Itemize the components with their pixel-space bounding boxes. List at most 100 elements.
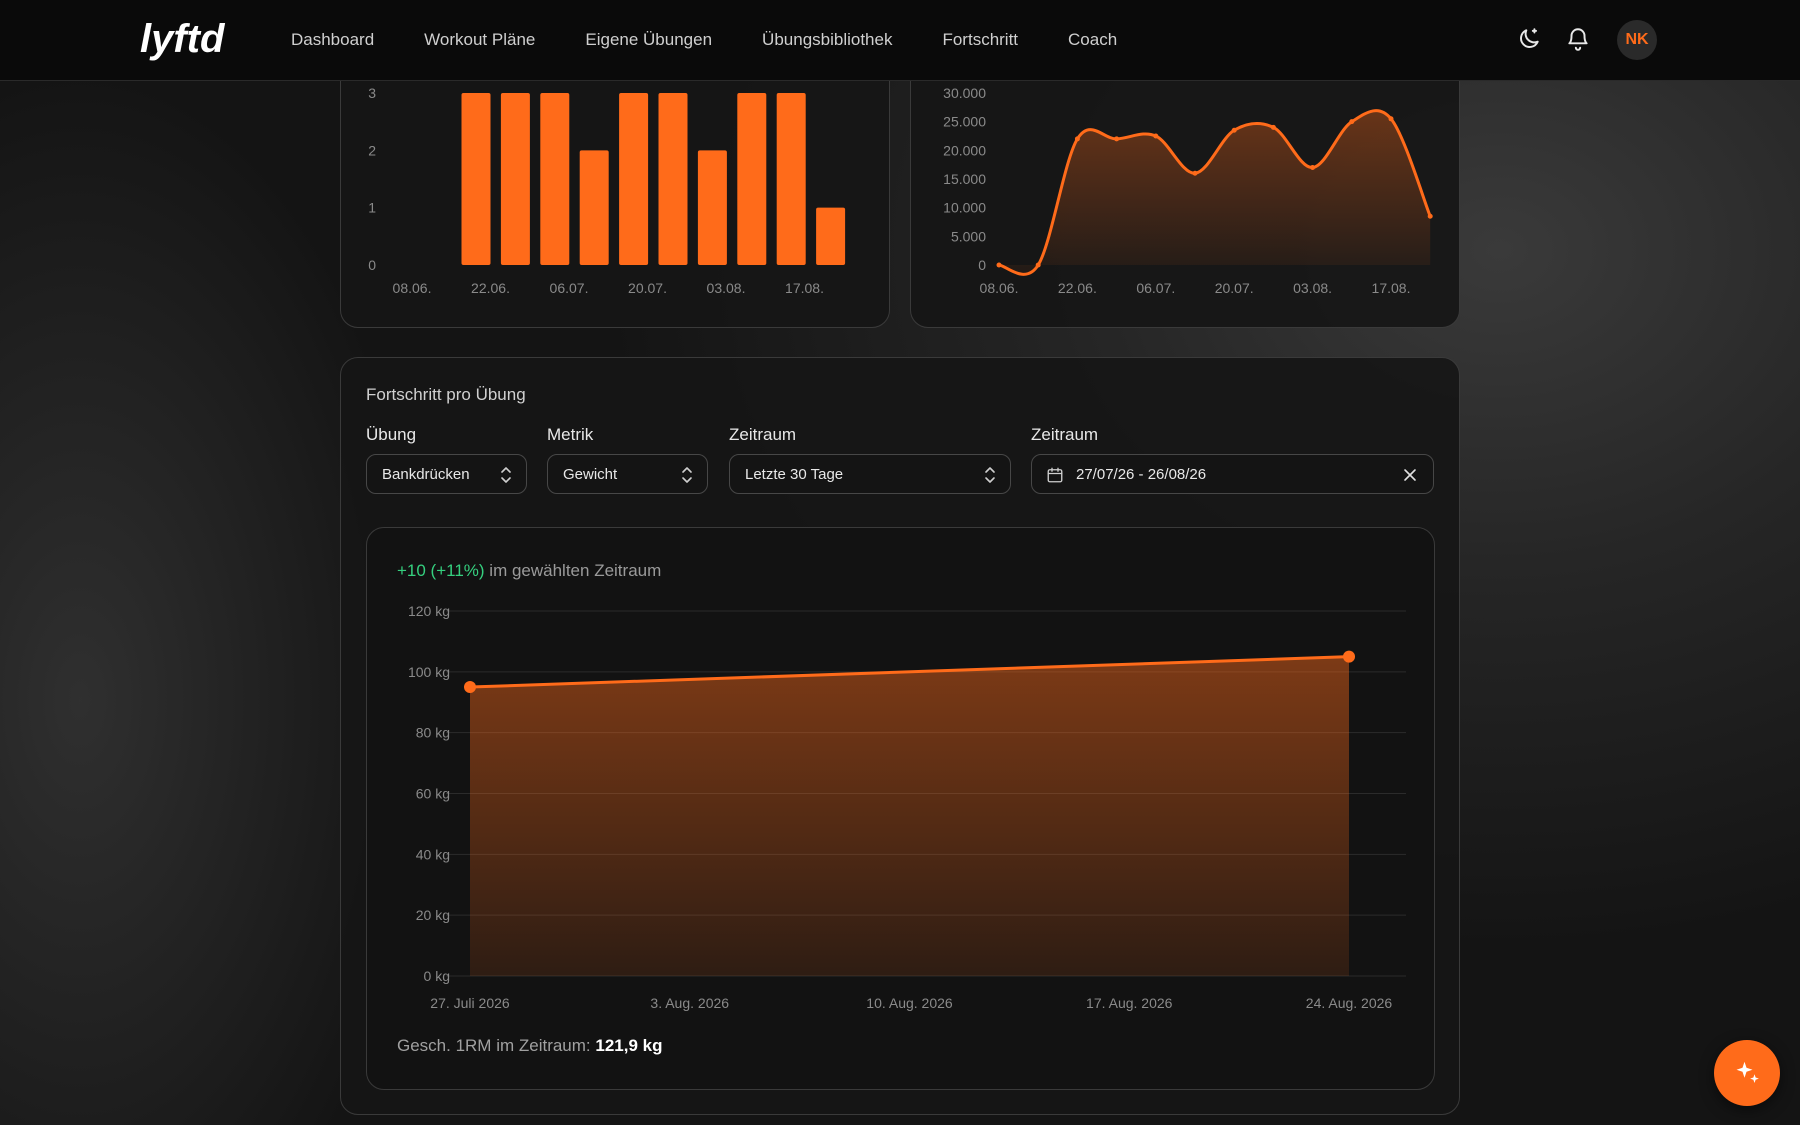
chevron-up-down-icon	[682, 467, 692, 483]
chevron-up-down-icon	[501, 467, 511, 483]
y-tick-label: 5.000	[951, 228, 986, 244]
top-navigation-bar: lyftd Dashboard Workout Pläne Eigene Übu…	[0, 0, 1800, 81]
calendar-icon	[1047, 467, 1063, 483]
data-point	[1349, 119, 1355, 125]
sparkle-icon	[1736, 1061, 1759, 1083]
period-select[interactable]: Letzte 30 Tage	[729, 454, 1011, 494]
x-tick-label: 22.06.	[1058, 280, 1097, 296]
x-tick-label: 27. Juli 2026	[430, 995, 510, 1011]
weight-area	[470, 656, 1349, 976]
data-point	[464, 681, 476, 694]
data-point	[1343, 650, 1355, 663]
y-tick-label: 80 kg	[416, 725, 450, 741]
x-tick-label: 03.08.	[1293, 280, 1332, 296]
bar	[658, 93, 688, 265]
y-tick-label: 40 kg	[416, 846, 450, 862]
y-tick-label: 1	[368, 200, 376, 216]
nav-dashboard[interactable]: Dashboard	[291, 30, 375, 49]
nav-progress[interactable]: Fortschritt	[942, 30, 1019, 49]
period-label: Zeitraum	[729, 425, 797, 444]
change-summary-suffix: im gewählten Zeitraum	[484, 561, 662, 580]
progress-section-title: Fortschritt pro Übung	[366, 385, 526, 404]
exercise-select-value: Bankdrücken	[382, 465, 470, 483]
y-tick-label: 0	[978, 257, 986, 273]
y-tick-label: 0 kg	[424, 968, 450, 984]
x-tick-label: 08.06.	[980, 280, 1019, 296]
workouts-bar-chart: 0 1 2 3 08.06. 22.06. 06.07. 20.07. 03.08. 17.08.	[368, 85, 846, 296]
x-tick-label: 20.07.	[1215, 280, 1254, 296]
date-range-picker[interactable]: 27/07/26 - 26/08/26	[1031, 454, 1434, 494]
ai-assistant-button[interactable]	[1714, 1040, 1780, 1106]
bar	[816, 207, 846, 265]
x-tick-label: 22.06.	[471, 280, 510, 296]
metric-label: Metrik	[547, 425, 594, 444]
data-point	[1074, 136, 1080, 142]
lyftd-logo[interactable]: lyftd	[138, 14, 238, 64]
data-point	[1035, 262, 1041, 268]
bar	[579, 150, 609, 265]
nav-exercise-library[interactable]: Übungsbibliothek	[762, 30, 893, 49]
y-tick-label: 120 kg	[408, 603, 450, 619]
metric-select[interactable]: Gewicht	[547, 454, 708, 494]
y-tick-label: 20.000	[943, 142, 986, 158]
y-tick-label: 100 kg	[408, 664, 450, 680]
estimated-1rm-value: 121,9 kg	[595, 1036, 663, 1055]
data-point	[1270, 124, 1276, 130]
clear-date-icon[interactable]	[1403, 468, 1417, 482]
x-tick-label: 20.07.	[628, 280, 667, 296]
change-summary: +10 (+11%) im gewählten Zeitraum	[397, 561, 661, 581]
bar	[619, 93, 649, 265]
data-point	[1427, 213, 1433, 219]
x-tick-label: 24. Aug. 2026	[1306, 995, 1393, 1011]
x-tick-label: 17. Aug. 2026	[1086, 995, 1173, 1011]
volume-area-chart: 0 5.000 10.000 15.000 20.000 25.000 30.000 08.0…	[943, 85, 1433, 296]
nav-workout-plans[interactable]: Workout Pläne	[424, 30, 536, 49]
y-tick-label: 20 kg	[416, 907, 450, 923]
volume-line	[998, 109, 1432, 276]
x-tick-label: 06.07.	[1136, 280, 1175, 296]
user-avatar[interactable]: NK	[1617, 20, 1657, 60]
y-tick-label: 10.000	[943, 200, 986, 216]
date-range-label: Zeitraum	[1031, 425, 1099, 444]
nav-coach[interactable]: Coach	[1068, 30, 1118, 49]
change-positive-value: +10 (+11%)	[397, 561, 485, 580]
bar	[776, 93, 806, 265]
bar	[697, 150, 727, 265]
volume-area	[999, 110, 1431, 275]
x-tick-label: 17.08.	[785, 280, 824, 296]
y-tick-label: 3	[368, 85, 376, 101]
y-tick-label: 30.000	[943, 85, 986, 101]
estimated-1rm: Gesch. 1RM im Zeitraum: 121,9 kg	[397, 1036, 662, 1056]
nav-custom-exercises[interactable]: Eigene Übungen	[585, 30, 713, 49]
data-point	[1192, 170, 1198, 176]
data-point	[996, 262, 1002, 268]
bell-icon[interactable]	[1565, 26, 1591, 52]
exercise-label: Übung	[366, 425, 417, 444]
x-tick-label: 06.07.	[550, 280, 589, 296]
bar	[540, 93, 570, 265]
x-tick-label: 10. Aug. 2026	[866, 995, 953, 1011]
y-tick-label: 15.000	[943, 171, 986, 187]
chevron-up-down-icon	[985, 467, 995, 483]
y-tick-label: 2	[368, 142, 376, 158]
data-point	[1388, 116, 1394, 122]
y-tick-label: 0	[368, 257, 376, 273]
bar	[500, 93, 530, 265]
x-tick-label: 3. Aug. 2026	[650, 995, 729, 1011]
y-tick-label: 25.000	[943, 114, 986, 130]
x-tick-label: 03.08.	[707, 280, 746, 296]
date-range-value: 27/07/26 - 26/08/26	[1076, 466, 1207, 483]
logo-text: lyftd	[140, 17, 226, 61]
exercise-select[interactable]: Bankdrücken	[366, 454, 527, 494]
weight-progress-chart: 120 kg 100 kg 80 kg 60 kg 40 kg 20 kg 0 kg 27. …	[408, 603, 1406, 1011]
data-point	[1231, 127, 1237, 133]
bar	[737, 93, 767, 265]
data-point	[1153, 133, 1159, 139]
theme-toggle-icon[interactable]	[1516, 26, 1542, 52]
estimated-1rm-label: Gesch. 1RM im Zeitraum:	[397, 1036, 596, 1055]
bar	[461, 93, 491, 265]
data-point	[1114, 136, 1120, 142]
metric-select-value: Gewicht	[563, 465, 618, 483]
weight-line	[469, 655, 1350, 689]
main-nav: Dashboard Workout Pläne Eigene Übungen Ü…	[270, 0, 1142, 80]
